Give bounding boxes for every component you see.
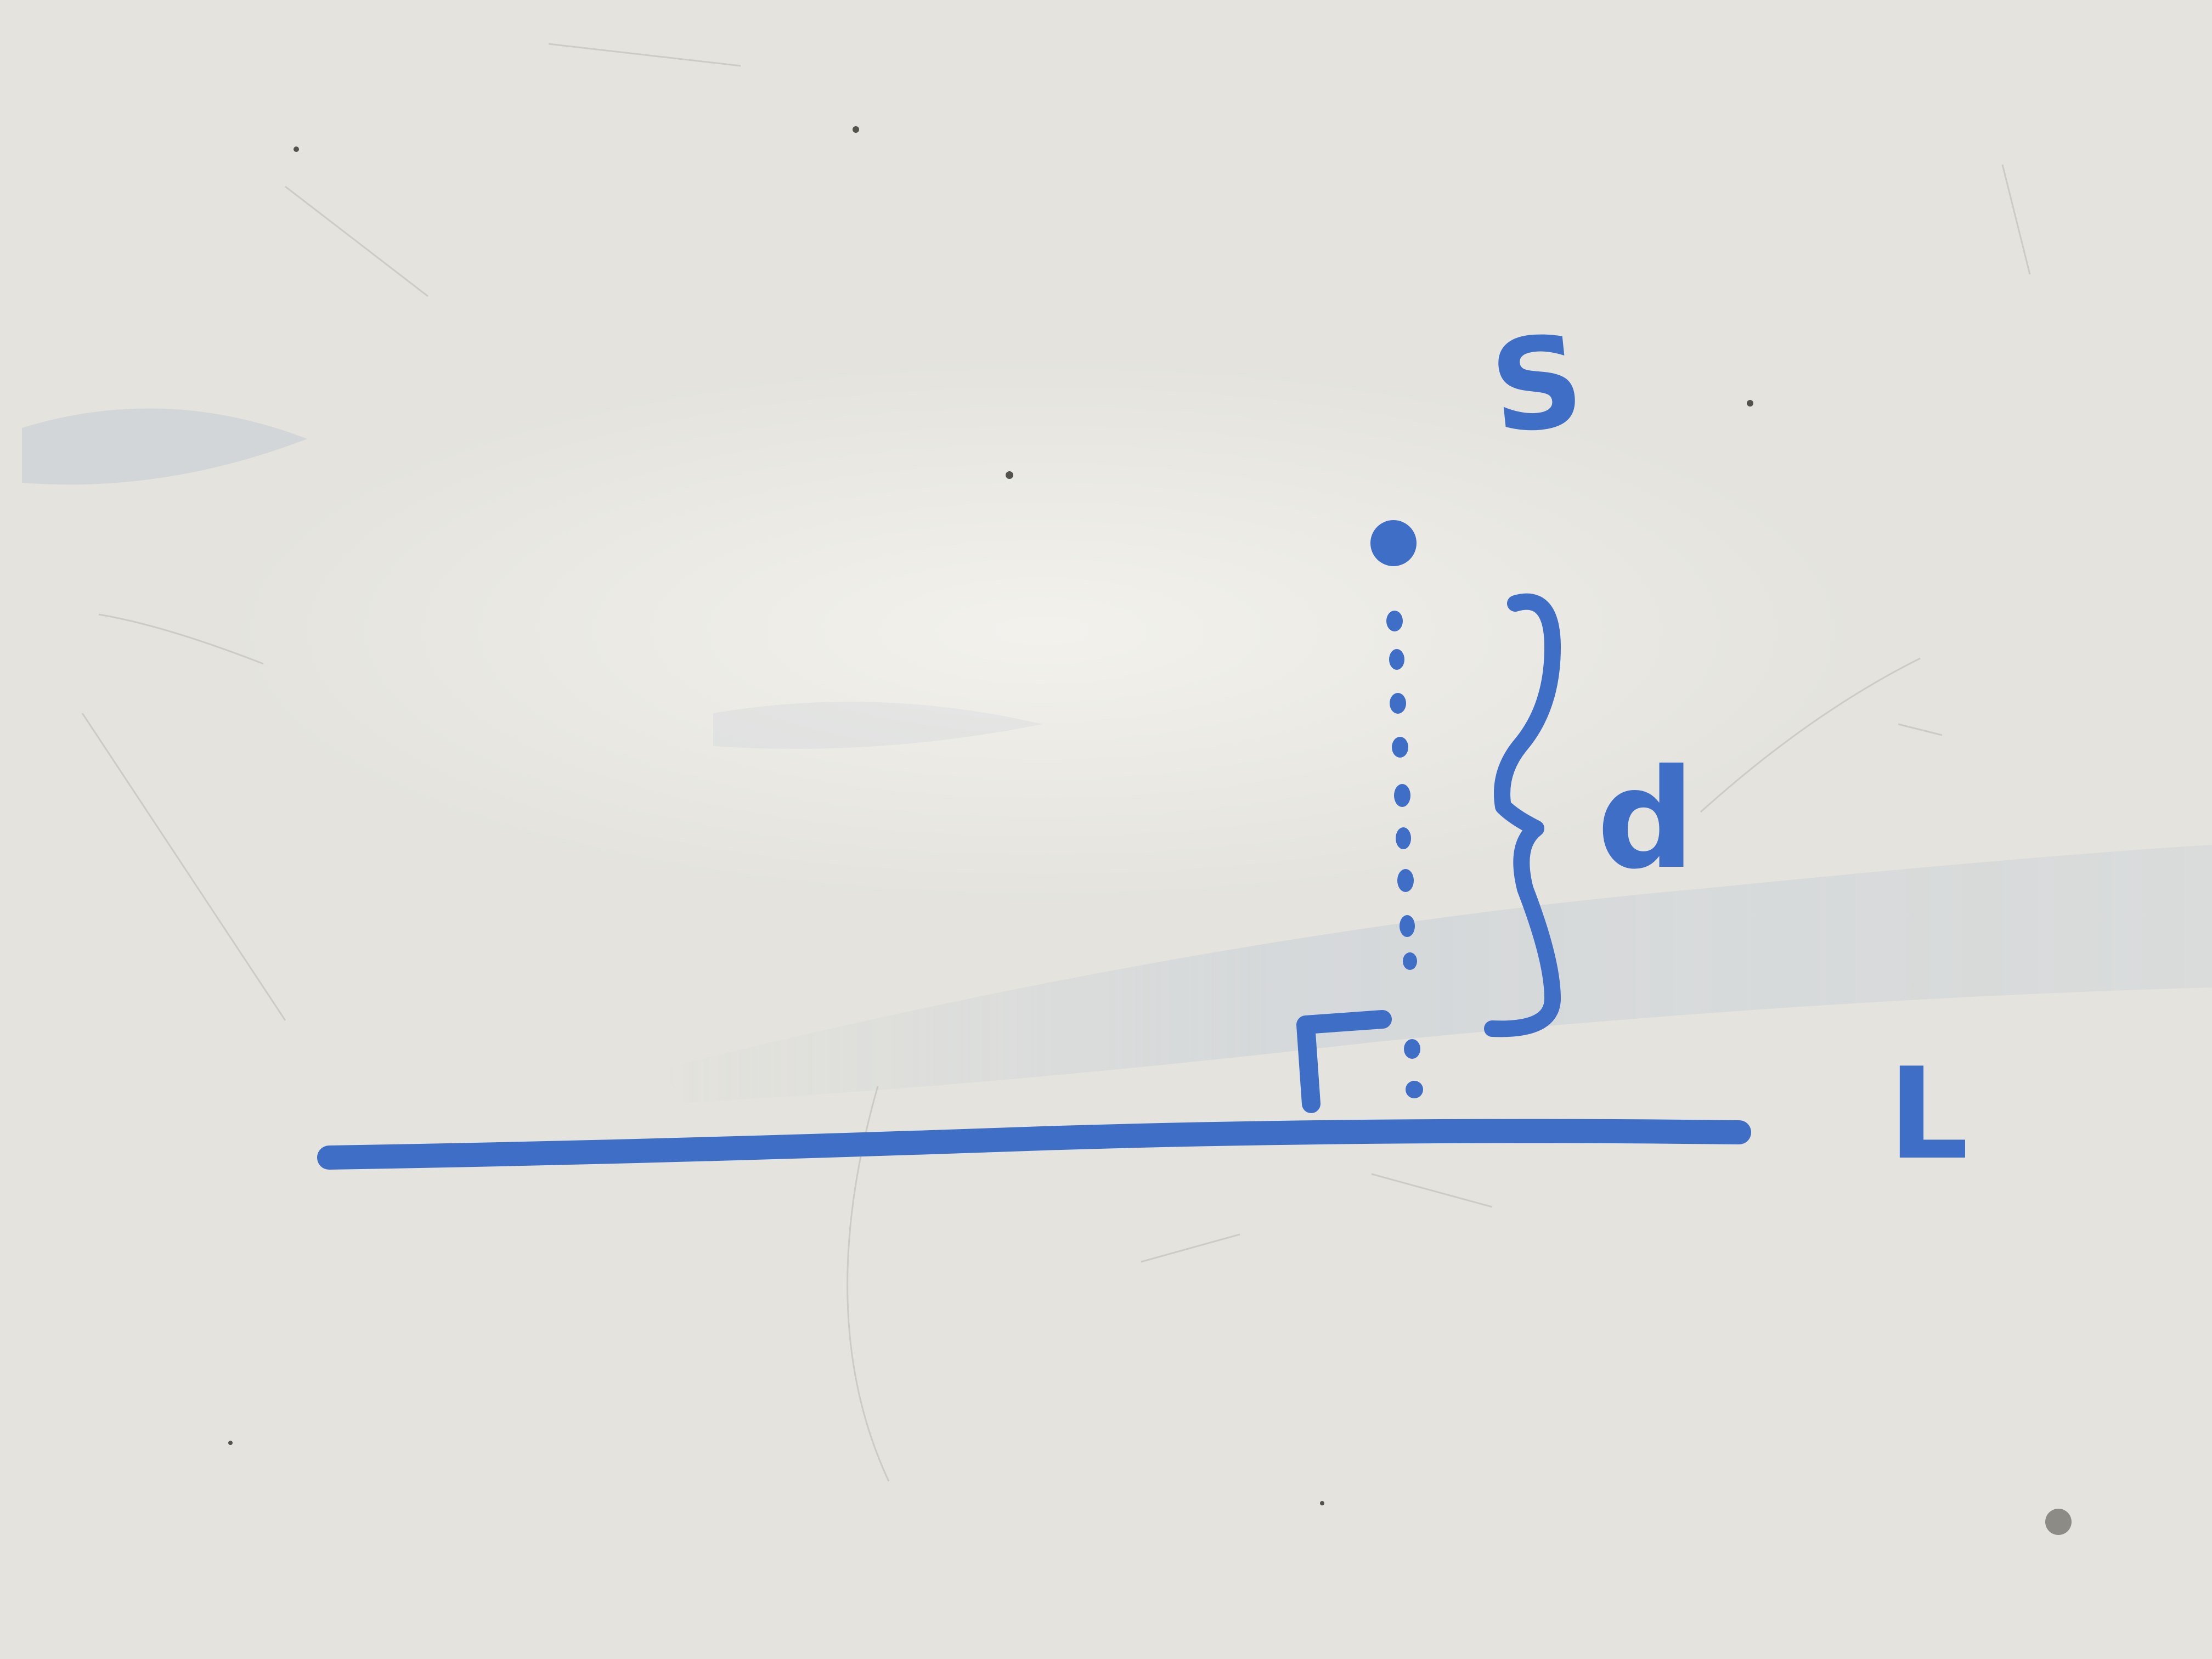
distance-brace (1484, 593, 1561, 1037)
board-glare (219, 357, 1865, 905)
dotted-perpendicular (1386, 611, 1423, 1098)
diagram-ink (317, 520, 1751, 1170)
board-scratches (81, 43, 2031, 1482)
label-s: S (1484, 308, 1590, 463)
board-specks (228, 126, 1753, 1505)
label-l: L (1888, 1041, 1969, 1188)
line-l (317, 1119, 1751, 1170)
label-d: d (1597, 740, 1695, 899)
magnet-dot (2045, 1509, 2072, 1535)
point-s (1370, 520, 1417, 566)
erasure-smudges (22, 408, 2212, 1103)
right-angle-marker (1296, 1010, 1392, 1113)
